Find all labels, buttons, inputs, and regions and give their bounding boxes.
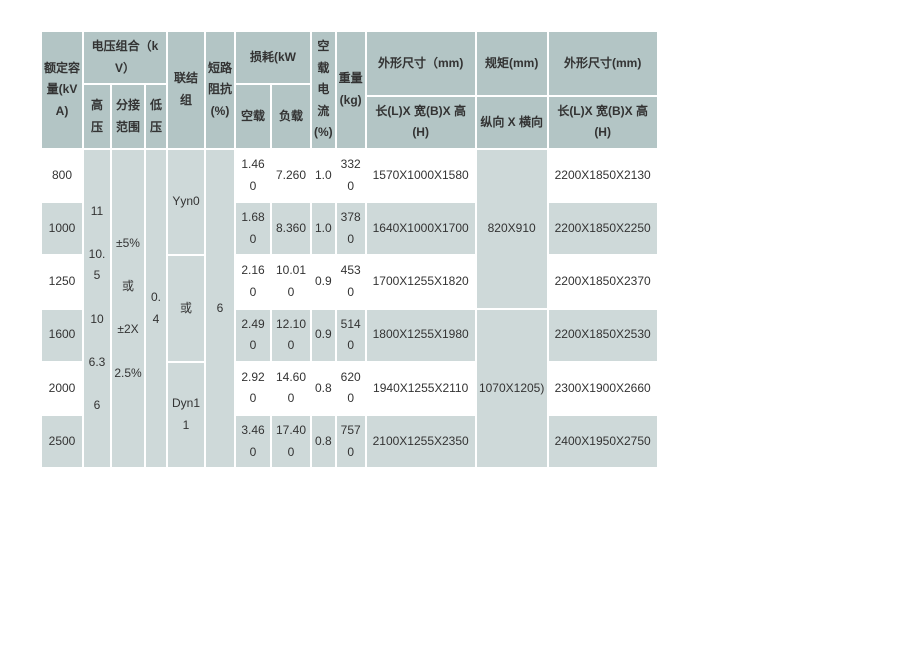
col-short-circuit: 短路阻抗(%) [205, 31, 235, 149]
cell-dims1: 1940X1255X2110 [366, 362, 476, 415]
cell-dims1: 1640X1000X1700 [366, 202, 476, 255]
col-lv: 低压 [145, 84, 167, 149]
cell-capacity: 2000 [41, 362, 83, 415]
cell-conn-mid: 或 [167, 255, 205, 361]
cell-current: 0.8 [311, 415, 336, 468]
cell-dims2: 2300X1900X2660 [548, 362, 658, 415]
col-gauge: 规矩(mm) [476, 31, 548, 96]
cell-capacity: 1250 [41, 255, 83, 308]
cell-weight: 4530 [336, 255, 366, 308]
cell-noload: 1.460 [235, 149, 271, 202]
cell-load: 17.400 [271, 415, 311, 468]
cell-current: 0.8 [311, 362, 336, 415]
col-gauge-sub: 纵向 X 横向 [476, 96, 548, 149]
col-hv: 高压 [83, 84, 111, 149]
cell-current: 1.0 [311, 202, 336, 255]
cell-dims2: 2200X1850X2130 [548, 149, 658, 202]
cell-noload: 1.680 [235, 202, 271, 255]
cell-current: 0.9 [311, 255, 336, 308]
col-rated-capacity: 额定容量(kVA) [41, 31, 83, 149]
spec-table: 额定容量(kVA) 电压组合（kV） 联结组 短路阻抗(%) 损耗(kW 空载电… [40, 30, 659, 469]
col-weight: 重量(kg) [336, 31, 366, 149]
col-loss: 损耗(kW [235, 31, 311, 84]
cell-current: 0.9 [311, 309, 336, 362]
cell-load: 12.100 [271, 309, 311, 362]
table-header: 额定容量(kVA) 电压组合（kV） 联结组 短路阻抗(%) 损耗(kW 空载电… [41, 31, 658, 149]
cell-dims2: 2400X1950X2750 [548, 415, 658, 468]
cell-conn-bot: Dyn11 [167, 362, 205, 468]
cell-dims1: 1800X1255X1980 [366, 309, 476, 362]
cell-capacity: 800 [41, 149, 83, 202]
cell-capacity: 1000 [41, 202, 83, 255]
cell-weight: 5140 [336, 309, 366, 362]
cell-sc-group: 6 [205, 149, 235, 468]
col-voltage-combo: 电压组合（kV） [83, 31, 167, 84]
cell-dims1: 2100X1255X2350 [366, 415, 476, 468]
cell-dims2: 2200X1850X2370 [548, 255, 658, 308]
col-dims1-sub: 长(L)X 宽(B)X 高(H) [366, 96, 476, 149]
cell-noload: 2.160 [235, 255, 271, 308]
cell-dims2: 2200X1850X2530 [548, 309, 658, 362]
cell-gauge-bot: 1070X1205) [476, 309, 548, 469]
cell-conn-top: Yyn0 [167, 149, 205, 255]
col-no-load: 空载 [235, 84, 271, 149]
cell-weight: 3780 [336, 202, 366, 255]
col-connection: 联结组 [167, 31, 205, 149]
cell-capacity: 1600 [41, 309, 83, 362]
cell-tap-group: ±5% 或 ±2X 2.5% [111, 149, 145, 468]
cell-hv-group: 11 10.5 10 6.3 6 [83, 149, 111, 468]
cell-load: 14.600 [271, 362, 311, 415]
table-body: 800 11 10.5 10 6.3 6 ±5% 或 ±2X 2.5% 0.4 … [41, 149, 658, 468]
cell-dims2: 2200X1850X2250 [548, 202, 658, 255]
col-no-load-current: 空载电流(%) [311, 31, 336, 149]
col-tap-range: 分接范围 [111, 84, 145, 149]
cell-load: 8.360 [271, 202, 311, 255]
cell-capacity: 2500 [41, 415, 83, 468]
cell-noload: 3.460 [235, 415, 271, 468]
cell-dims1: 1570X1000X1580 [366, 149, 476, 202]
cell-noload: 2.490 [235, 309, 271, 362]
cell-weight: 3320 [336, 149, 366, 202]
cell-weight: 7570 [336, 415, 366, 468]
cell-load: 7.260 [271, 149, 311, 202]
cell-lv-group: 0.4 [145, 149, 167, 468]
cell-load: 10.010 [271, 255, 311, 308]
col-dims1: 外形尺寸（mm) [366, 31, 476, 96]
cell-noload: 2.920 [235, 362, 271, 415]
cell-current: 1.0 [311, 149, 336, 202]
cell-gauge-top: 820X910 [476, 149, 548, 309]
cell-dims1: 1700X1255X1820 [366, 255, 476, 308]
col-load: 负载 [271, 84, 311, 149]
cell-weight: 6200 [336, 362, 366, 415]
table-row: 800 11 10.5 10 6.3 6 ±5% 或 ±2X 2.5% 0.4 … [41, 149, 658, 202]
col-dims2: 外形尺寸(mm) [548, 31, 658, 96]
col-dims2-sub: 长(L)X 宽(B)X 高(H) [548, 96, 658, 149]
